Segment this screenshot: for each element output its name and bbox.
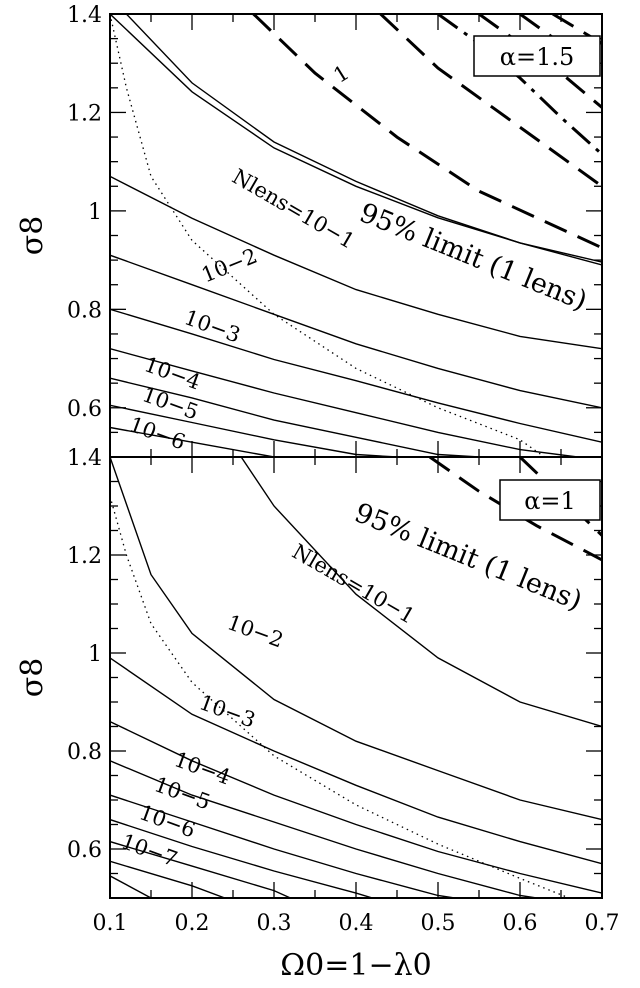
y-axis-label: σ8 — [15, 216, 50, 256]
bottom-panel: 0.6 0.8 1 1.2 1.4 0.1 0.2 0.3 0.4 0.5 0.6 0.7 Ω0=1−λ… — [15, 446, 620, 983]
series-solid-line-9 — [110, 875, 152, 898]
series-dashdot-line-12 — [437, 14, 602, 156]
y-tick-label: 0.8 — [67, 298, 102, 323]
series-solid-line-7 — [110, 840, 291, 898]
alpha-box — [473, 35, 601, 77]
series-solid-line-3 — [110, 254, 602, 409]
y-tick-label: 1.2 — [67, 101, 102, 126]
y-tick-label: 1.4 — [67, 446, 102, 471]
series-solid-line-6 — [110, 377, 480, 457]
alpha-annotation: α=1.5 — [500, 43, 574, 71]
y-tick-label: 1.4 — [67, 3, 102, 28]
x-tick-label: 0.6 — [503, 911, 538, 936]
x-tick-label: 0.7 — [585, 911, 620, 936]
limit-label: 95% limit (1 lens) — [355, 197, 591, 316]
y-tick-label: 0.6 — [67, 838, 102, 863]
series-solid-line-3 — [110, 720, 602, 894]
y-tick-label: 0.8 — [67, 740, 102, 765]
contour-label: Nlens=10−1 — [228, 164, 359, 253]
y-tick-label: 1 — [88, 200, 102, 225]
x-tick-label: 0.1 — [93, 911, 128, 936]
series-solid-line-0 — [240, 457, 602, 728]
series-solid-line-2 — [110, 175, 602, 350]
series-solid-line-1 — [125, 14, 602, 266]
series-solid-line-7 — [110, 404, 398, 457]
alpha-annotation: α=1 — [524, 487, 576, 515]
y-tick-label: 1 — [88, 642, 102, 667]
series-solid-line-1 — [110, 457, 602, 821]
x-tick-label: 0.2 — [175, 911, 210, 936]
series-solid-line-4 — [110, 308, 602, 443]
series-dashed-line-11 — [379, 14, 602, 188]
x-tick-label: 0.4 — [339, 911, 374, 936]
contour-label: 1 — [329, 60, 353, 87]
contour-label: 10−7 — [118, 829, 180, 871]
series-dotted-line-10 — [110, 496, 570, 898]
y-tick-label: 1.2 — [67, 544, 102, 569]
contour-label: 10−3 — [181, 305, 243, 347]
series-solid-line-2 — [110, 657, 602, 865]
x-tick-label: 0.3 — [257, 911, 292, 936]
x-axis-label: Ω0=1−λ0 — [280, 948, 431, 983]
contour-label: 10−3 — [196, 690, 258, 732]
contour-label: Nlens=10−1 — [288, 539, 419, 628]
y-tick-label: 0.6 — [67, 397, 102, 422]
alpha-box — [499, 479, 601, 521]
contour-label: 10−2 — [224, 610, 286, 652]
y-axis-label: σ8 — [15, 658, 50, 698]
top-panel: 0.60.811.21.4σ81Nlens=10−110−210−310−410… — [15, 3, 603, 458]
x-tick-label: 0.5 — [421, 911, 456, 936]
series-solid-line-5 — [110, 794, 455, 898]
series-dashed-line-10 — [252, 14, 602, 250]
contour-label: 10−2 — [198, 244, 260, 288]
series-solid-line-6 — [110, 818, 373, 898]
